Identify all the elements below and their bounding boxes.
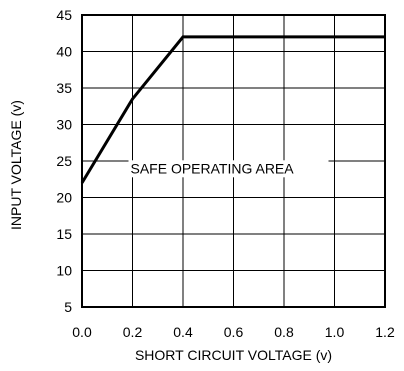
series-line-0 [80, 35, 385, 184]
y-tick-labels: 5 10 15 20 25 30 35 40 45 [56, 7, 72, 315]
annotation-layer: SAFE OPERATING AREA [128, 160, 329, 178]
x-tick-label-1-2: 1.2 [375, 324, 395, 340]
y-tick-label-40: 40 [56, 44, 72, 60]
y-tick-label-5: 5 [64, 299, 72, 315]
series-layer [80, 35, 385, 184]
y-tick-label-10: 10 [56, 263, 72, 279]
x-tick-labels: 0.0 0.2 0.4 0.6 0.8 1.0 1.2 [72, 324, 395, 340]
x-tick-label-0-0: 0.0 [72, 324, 92, 340]
x-axis-title: SHORT CIRCUIT VOLTAGE (v) [135, 347, 332, 363]
y-tick-label-25: 25 [56, 153, 72, 169]
plot-frame [81, 14, 386, 308]
y-tick-label-20: 20 [56, 190, 72, 206]
x-tick-label-1-0: 1.0 [325, 324, 345, 340]
y-axis-title: INPUT VOLTAGE (v) [8, 100, 24, 230]
y-tick-label-35: 35 [56, 80, 72, 96]
x-tick-label-0-6: 0.6 [224, 324, 244, 340]
x-tick-label-0-2: 0.2 [123, 324, 143, 340]
y-tick-label-45: 45 [56, 7, 72, 23]
annotation-safe-operating-area: SAFE OPERATING AREA [131, 160, 295, 176]
x-tick-label-0-4: 0.4 [173, 324, 193, 340]
annotation-background [128, 160, 329, 178]
y-tick-label-30: 30 [56, 117, 72, 133]
x-tick-label-0-8: 0.8 [274, 324, 294, 340]
y-tick-label-15: 15 [56, 226, 72, 242]
